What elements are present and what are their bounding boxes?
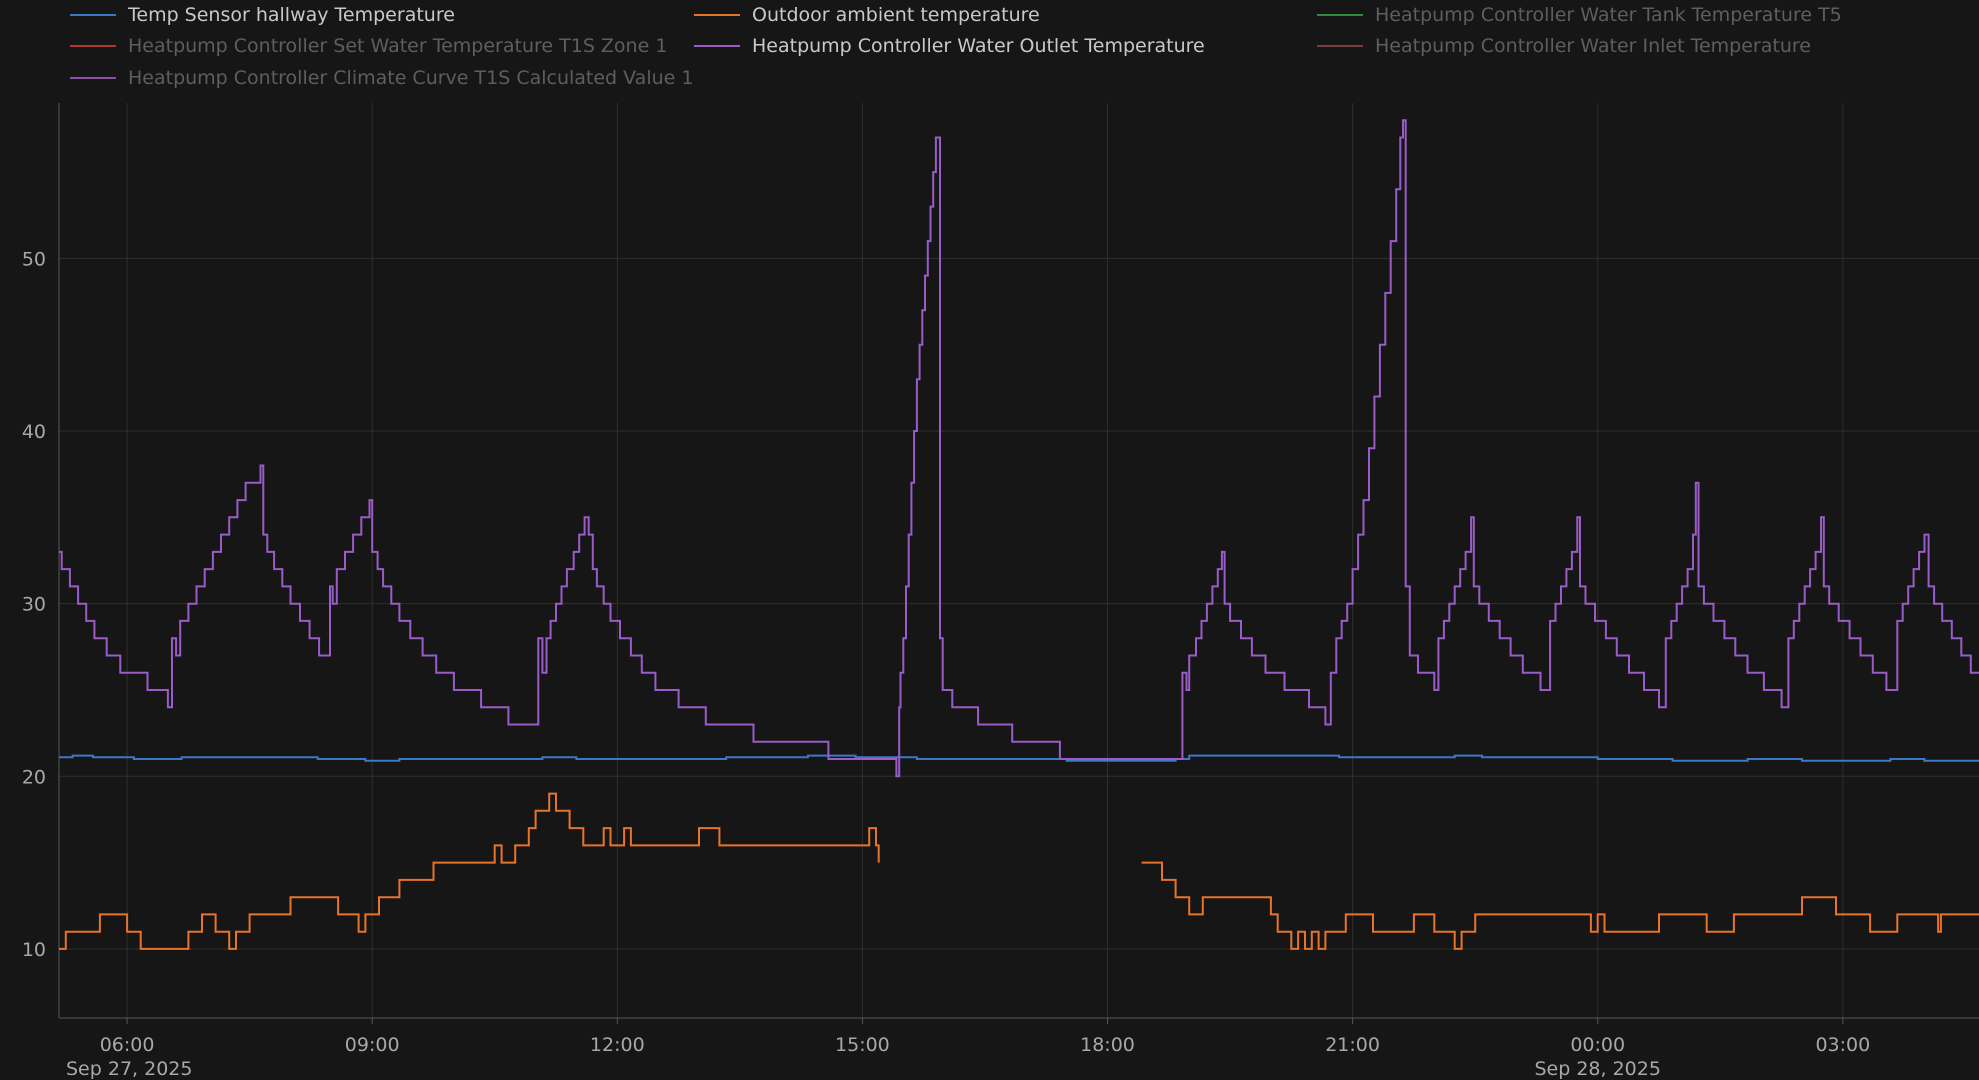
legend-label: Outdoor ambient temperature: [752, 4, 1040, 26]
legend-swatch: [694, 45, 740, 47]
grid-lines: [59, 103, 1979, 1018]
legend-item-outdoor-ambient-temperature[interactable]: Outdoor ambient temperature: [694, 1, 1040, 29]
legend-swatch: [694, 14, 740, 16]
x-tick-label: 21:00: [1325, 1034, 1380, 1056]
legend-label: Heatpump Controller Water Tank Temperatu…: [1375, 4, 1842, 26]
legend-item-heatpump-controller-set-water-temperature-t1s-zone-1[interactable]: Heatpump Controller Set Water Temperatur…: [70, 32, 667, 60]
x-tick-label: 03:00: [1815, 1034, 1870, 1056]
legend-swatch: [70, 14, 116, 16]
series-line-heatpump-controller-water-outlet-temperature: [59, 119, 1979, 778]
legend-item-heatpump-controller-water-tank-temperature-t5[interactable]: Heatpump Controller Water Tank Temperatu…: [1317, 1, 1842, 29]
x-date-label: Sep 28, 2025: [1534, 1058, 1660, 1080]
x-date-label: Sep 27, 2025: [66, 1058, 192, 1080]
y-tick-label: 30: [22, 594, 46, 616]
x-tick-label: 09:00: [345, 1034, 400, 1056]
legend-item-heatpump-controller-water-outlet-temperature[interactable]: Heatpump Controller Water Outlet Tempera…: [694, 32, 1205, 60]
legend-label: Heatpump Controller Water Outlet Tempera…: [752, 35, 1205, 57]
x-tick-label: 00:00: [1570, 1034, 1625, 1056]
legend-swatch: [1317, 14, 1363, 16]
series-line-outdoor-ambient-temperature: [1141, 861, 1979, 950]
series-line-temp-sensor-hallway-temperature: [59, 754, 1979, 762]
x-tick-label: 12:00: [590, 1034, 645, 1056]
legend-item-temp-sensor-hallway-temperature[interactable]: Temp Sensor hallway Temperature: [70, 1, 455, 29]
series-line-outdoor-ambient-temperature: [59, 792, 880, 950]
legend-label: Heatpump Controller Water Inlet Temperat…: [1375, 35, 1811, 57]
y-tick-label: 50: [22, 248, 46, 270]
legend-swatch: [70, 45, 116, 47]
legend-swatch: [70, 77, 116, 79]
x-tick-label: 06:00: [100, 1034, 155, 1056]
legend-label: Heatpump Controller Set Water Temperatur…: [128, 35, 668, 57]
series-lines: [59, 119, 1979, 950]
legend-label: Heatpump Controller Climate Curve T1S Ca…: [128, 67, 694, 89]
tick-labels: 10 20 30 40 50 06:00 09:00 12:00 15:00 18:00 21:00…: [22, 248, 1870, 1080]
x-tick-label: 18:00: [1080, 1034, 1135, 1056]
y-tick-label: 10: [22, 939, 46, 961]
y-tick-label: 20: [22, 766, 46, 788]
axes: [58, 103, 1979, 1024]
legend-item-heatpump-controller-climate-curve-t1s-calculated-value-1[interactable]: Heatpump Controller Climate Curve T1S Ca…: [70, 64, 693, 92]
x-tick-label: 15:00: [835, 1034, 890, 1056]
legend-item-heatpump-controller-water-inlet-temperature[interactable]: Heatpump Controller Water Inlet Temperat…: [1317, 32, 1811, 60]
chart-legend: Temp Sensor hallway Temperature Outdoor a…: [0, 0, 1979, 100]
legend-label: Temp Sensor hallway Temperature: [128, 4, 455, 26]
legend-swatch: [1317, 45, 1363, 47]
y-tick-label: 40: [22, 421, 46, 443]
